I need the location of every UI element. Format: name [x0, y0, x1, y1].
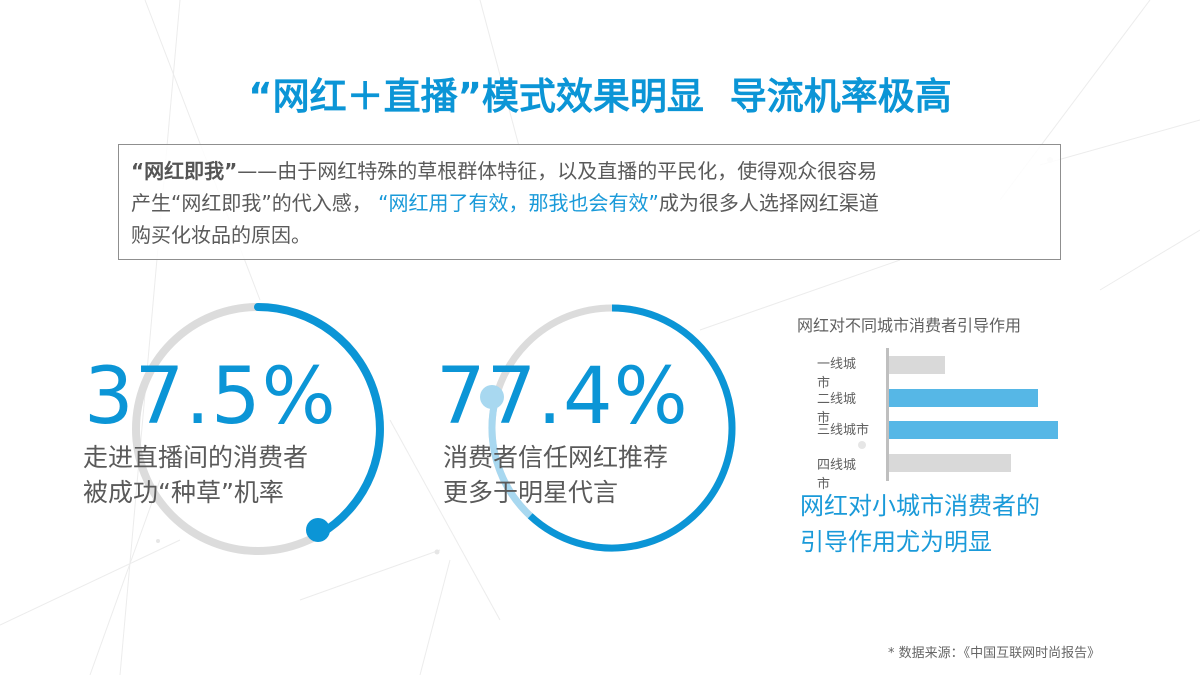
progress-end-dot [306, 518, 330, 542]
progress-ring-37-5 [132, 303, 384, 555]
bar-tier2 [889, 389, 1038, 407]
progress-ring-77-4 [480, 304, 736, 552]
stat-value: 37.5% [84, 352, 337, 442]
bar-tier3 [889, 421, 1058, 439]
data-source-footnote: * 数据来源：《中国互联网时尚报告》 [888, 646, 1101, 661]
intro-highlight-quote: “网红用了有效，那我也会有效” [378, 191, 659, 215]
bar-label-tier2: 二线城市 [817, 392, 857, 426]
bar-label-tier4: 四线城市 [817, 458, 857, 492]
bar-label-tier1: 一线城市 [817, 357, 857, 391]
stat-desc-line-2: 被成功“种草”机率 [83, 478, 284, 507]
chart-note-line-2: 引导作用尤为明显 [800, 528, 992, 556]
intro-line-2: 产生“网红即我”的代入感， “网红用了有效，那我也会有效”成为很多人选择网红渠道 [131, 187, 1046, 219]
bar-tier1 [889, 356, 945, 374]
intro-line-3: 购买化妆品的原因。 [131, 223, 311, 247]
chart-axis [886, 348, 889, 481]
intro-line2-pre: 产生“网红即我”的代入感， [131, 191, 372, 215]
intro-line-1: “网红即我”——由于网红特殊的草根群体特征，以及直播的平民化，使得观众很容易 [131, 155, 1046, 187]
chart-conclusion: 网红对小城市消费者的 引导作用尤为明显 [800, 488, 1040, 560]
stat-desc-line-1: 走进直播间的消费者 [83, 443, 309, 472]
stat-value: 77.4% [436, 352, 689, 442]
stat-card-seeding-rate: 37.5% 走进直播间的消费者 被成功“种草”机率 [0, 0, 400, 600]
stat-card-trust-rate: 77.4% 消费者信任网红推荐 更多于明星代言 [436, 304, 736, 552]
chart-note-line-1: 网红对小城市消费者的 [800, 492, 1040, 520]
chart-title: 网红对不同城市消费者引导作用 [797, 316, 1022, 335]
bar-tier4 [889, 454, 1011, 472]
intro-lead: “网红即我” [131, 159, 238, 183]
intro-line1-text: ——由于网红特殊的草根群体特征，以及直播的平民化，使得观众很容易 [237, 159, 878, 183]
progress-start-dot [480, 385, 504, 409]
stat-description: 走进直播间的消费者 被成功“种草”机率 [83, 440, 308, 510]
stat-desc-line-1: 消费者信任网红推荐 [443, 443, 669, 472]
page-title: “网红＋直播”模式效果明显 导流机率极高 [248, 75, 952, 118]
intro-text-box: “网红即我”——由于网红特殊的草根群体特征，以及直播的平民化，使得观众很容易 产… [118, 144, 1061, 260]
stat-desc-line-2: 更多于明星代言 [443, 478, 619, 507]
bar-label-tier3: 三线城市 [817, 423, 870, 438]
stat-description: 消费者信任网红推荐 更多于明星代言 [443, 440, 668, 510]
intro-line2-post: 成为很多人选择网红渠道 [658, 191, 879, 215]
